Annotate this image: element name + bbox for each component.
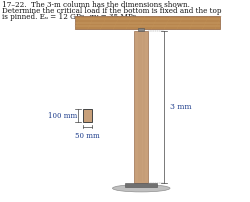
Text: 17–22.  The 3-m column has the dimensions shown.: 17–22. The 3-m column has the dimensions… bbox=[2, 1, 190, 9]
Text: 3 mm: 3 mm bbox=[170, 103, 192, 111]
Text: 100 mm: 100 mm bbox=[48, 112, 77, 120]
Text: is pinned. Eᵤ = 12 GPa, σy = 35 MPa.: is pinned. Eᵤ = 12 GPa, σy = 35 MPa. bbox=[2, 13, 140, 21]
Text: 50 mm: 50 mm bbox=[75, 132, 100, 140]
Text: Determine the critical load if the bottom is fixed and the top: Determine the critical load if the botto… bbox=[2, 7, 222, 15]
Bar bbox=[82, 109, 92, 122]
Bar bbox=[134, 31, 148, 183]
Bar bbox=[125, 183, 158, 187]
Bar bbox=[138, 28, 144, 31]
Ellipse shape bbox=[112, 185, 170, 192]
Bar bbox=[75, 16, 220, 29]
